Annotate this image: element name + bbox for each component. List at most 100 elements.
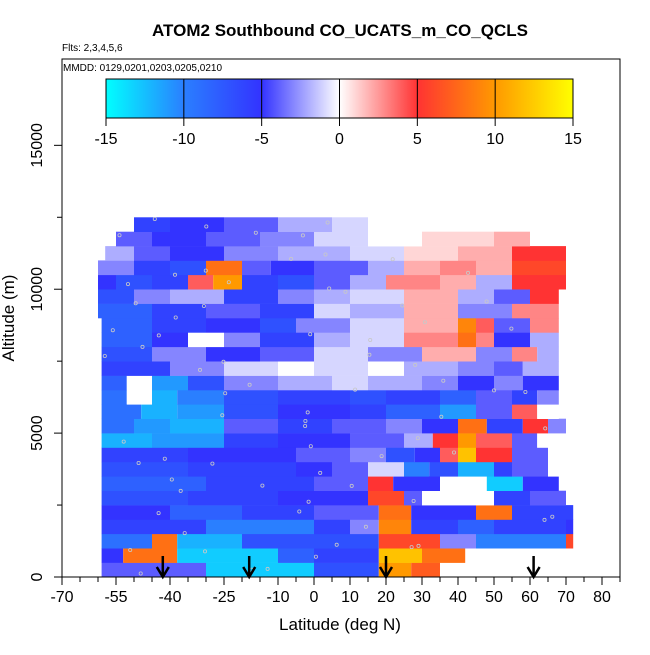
sample-point: [156, 333, 161, 338]
x-tick-label: 10: [341, 589, 359, 606]
heatmap-cell-19-6: [350, 289, 404, 304]
heatmap-cell-23-1: [152, 231, 206, 247]
heatmap-cell-10-11: [548, 418, 566, 434]
sample-point: [367, 352, 372, 357]
heatmap-cell-21-9: [440, 260, 476, 276]
heatmap-cell-18-5: [350, 303, 404, 319]
sample-point: [451, 450, 456, 455]
heatmap-cell-4-4: [378, 505, 412, 520]
sample-point: [162, 456, 167, 461]
heatmap-cell-5-6: [422, 490, 494, 506]
heatmap-cell-22-0: [105, 246, 134, 261]
sample-points: [102, 216, 555, 576]
heatmap-cell-20-8: [350, 274, 386, 290]
heatmap-cell-8-6: [440, 447, 458, 463]
heatmap-cell-2-5: [378, 533, 440, 549]
heatmap-cell-16-9: [476, 332, 494, 348]
heatmap-cell-23-5: [368, 231, 422, 247]
heatmap-cell-15-8: [512, 346, 538, 362]
heatmap-cell-14-0: [101, 361, 170, 376]
heatmap-cell-1-1: [123, 548, 178, 563]
heatmap-cells: [98, 217, 574, 577]
heatmap-cell-4-0: [101, 505, 170, 520]
heatmap-cell-12-7: [386, 389, 440, 405]
heatmap-cell-5-4: [368, 490, 404, 506]
heatmap-cell-8-9: [512, 447, 548, 463]
heatmap-cell-23-7: [494, 231, 530, 247]
sample-point: [121, 439, 126, 444]
y-tick-label: 10000: [29, 267, 46, 312]
heatmap-cell-3-0: [101, 519, 206, 535]
heatmap-cell-24-2: [224, 217, 278, 232]
sample-point: [416, 543, 421, 548]
heatmap-cell-10-6: [386, 418, 422, 434]
heatmap-cell-23-6: [422, 231, 494, 247]
heatmap-cell-7-10: [548, 461, 566, 477]
heatmap-cell-19-4: [278, 289, 314, 304]
heatmap-cell-15-0: [101, 346, 152, 362]
heatmap-cell-12-0: [101, 389, 127, 405]
sample-point: [313, 554, 318, 559]
heatmap-cell-7-9: [512, 461, 548, 477]
heatmap-cell-17-9: [494, 318, 530, 333]
sample-point: [308, 332, 313, 337]
heatmap-cell-15-3: [260, 346, 314, 362]
sample-point: [439, 414, 444, 419]
x-tick-label: -70: [50, 589, 73, 606]
heatmap-cell-11-3: [224, 404, 278, 419]
heatmap-cell-6-2: [314, 476, 368, 491]
heatmap-cell-8-7: [458, 447, 476, 463]
heatmap-cell-12-10: [512, 389, 538, 405]
sample-point: [306, 499, 311, 504]
heatmap-cell-6-4: [393, 476, 440, 491]
heatmap-cell-21-2: [170, 260, 206, 276]
heatmap-cell-3-5: [411, 519, 458, 535]
heatmap-cell-23-0: [116, 231, 152, 247]
heatmap-cell-4-3: [314, 505, 379, 520]
sample-point: [260, 483, 265, 488]
heatmap-cell-12-8: [440, 389, 476, 405]
sample-point: [126, 282, 131, 287]
heatmap-cell-1-0: [101, 548, 124, 563]
heatmap-cell-13-7: [368, 375, 422, 391]
heatmap-cell-22-1: [134, 246, 170, 261]
sample-point: [102, 353, 107, 358]
plot-frame: [61, 58, 621, 578]
heatmap-cell-19-8: [458, 289, 494, 304]
heatmap-cell-16-6: [350, 332, 404, 348]
sample-point: [484, 299, 489, 304]
heatmap-cell-6-3: [368, 476, 394, 491]
sample-point: [210, 461, 215, 466]
profile-marker-3: [526, 556, 541, 580]
sample-point: [305, 410, 310, 415]
heatmap-cell-21-11: [512, 260, 566, 276]
heatmap-cell-21-3: [206, 260, 242, 276]
sample-point: [223, 391, 228, 396]
heatmap-cell-11-6: [386, 404, 440, 419]
heatmap-cell-21-0: [98, 260, 134, 276]
heatmap-cell-17-0: [101, 318, 152, 333]
heatmap-cell-9-1: [152, 433, 224, 448]
heatmap-cell-18-8: [512, 303, 559, 319]
heatmap-cell-11-9: [512, 404, 538, 419]
sample-point: [221, 359, 226, 364]
colorbar: -15 -10 -5 0 5 10 15: [94, 78, 582, 148]
heatmap-cell-8-4: [386, 447, 415, 463]
heatmap-cell-5-1: [188, 490, 278, 506]
heatmap-cell-7-4: [368, 461, 404, 477]
heatmap-cell-6-7: [522, 476, 559, 491]
sample-point: [152, 216, 157, 221]
heatmap-cell-10-7: [422, 418, 458, 434]
heatmap-cell-18-6: [404, 303, 458, 319]
heatmap-cell-11-4: [278, 404, 350, 419]
x-tick-label: 50: [485, 589, 503, 606]
heatmap-cell-19-0: [98, 289, 134, 304]
heatmap-cell-10-1: [134, 418, 170, 434]
heatmap-cell-14-9: [522, 361, 559, 376]
heatmap-cell-16-7: [404, 332, 458, 348]
sample-point: [325, 220, 330, 225]
y-tick-label: 15000: [29, 123, 46, 168]
sample-point: [289, 256, 294, 261]
heatmap-cell-11-2: [177, 404, 224, 419]
